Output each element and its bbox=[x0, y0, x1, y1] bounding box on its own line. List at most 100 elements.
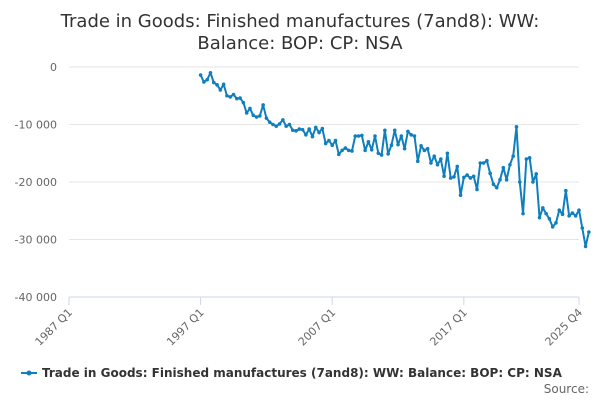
data-point bbox=[432, 154, 437, 158]
data-point bbox=[248, 106, 252, 111]
data-point bbox=[215, 83, 219, 87]
data-point bbox=[386, 152, 390, 156]
data-point bbox=[294, 129, 298, 133]
data-point bbox=[485, 158, 489, 163]
legend[interactable]: Trade in Goods: Finished manufactures (7… bbox=[21, 366, 563, 380]
data-point bbox=[261, 103, 265, 107]
data-point bbox=[376, 151, 381, 156]
data-point bbox=[402, 146, 407, 151]
data-point bbox=[406, 129, 410, 134]
source-label: Source: bbox=[544, 382, 589, 396]
data-point bbox=[570, 211, 575, 215]
data-point bbox=[258, 114, 262, 118]
data-point bbox=[435, 162, 440, 167]
data-point bbox=[274, 124, 279, 129]
data-point bbox=[330, 143, 335, 147]
data-point bbox=[254, 115, 259, 119]
data-point bbox=[541, 206, 545, 210]
data-point bbox=[350, 149, 354, 153]
data-point bbox=[514, 125, 519, 129]
data-point bbox=[560, 212, 565, 216]
data-point bbox=[537, 215, 542, 220]
legend-dot-marker bbox=[26, 370, 32, 376]
data-point bbox=[353, 134, 358, 138]
data-point bbox=[271, 122, 275, 127]
data-point bbox=[527, 156, 532, 160]
data-point bbox=[557, 208, 562, 212]
data-point bbox=[244, 111, 249, 115]
data-point bbox=[360, 133, 364, 138]
data-point bbox=[511, 154, 515, 158]
data-point bbox=[494, 185, 499, 190]
y-axis-labels: 0 -10 000 -20 000 -30 000 -40 000 bbox=[15, 61, 57, 304]
data-point bbox=[277, 122, 282, 126]
data-point bbox=[547, 217, 552, 221]
data-point bbox=[465, 173, 469, 177]
data-point bbox=[323, 141, 328, 146]
data-point bbox=[445, 151, 450, 156]
data-point bbox=[231, 92, 236, 97]
data-point bbox=[373, 134, 377, 138]
data-point bbox=[448, 176, 453, 180]
data-point bbox=[383, 128, 387, 133]
data-point bbox=[198, 73, 203, 77]
data-point bbox=[564, 188, 568, 193]
chart-title-line-1: Trade in Goods: Finished manufactures (7… bbox=[60, 11, 540, 32]
data-point bbox=[498, 177, 502, 182]
data-point bbox=[573, 214, 578, 218]
data-point bbox=[488, 171, 492, 176]
data-point bbox=[366, 139, 371, 144]
data-point bbox=[491, 182, 496, 187]
data-point bbox=[508, 162, 512, 167]
chart-title-line-2: Balance: BOP: CP: NSA bbox=[197, 33, 403, 54]
data-point bbox=[544, 211, 548, 216]
data-point bbox=[320, 126, 325, 131]
data-point bbox=[287, 122, 292, 127]
y-tick-label: -10 000 bbox=[15, 119, 57, 132]
data-point bbox=[462, 175, 466, 180]
data-point bbox=[251, 113, 256, 118]
data-point bbox=[327, 138, 331, 143]
data-point bbox=[317, 130, 321, 135]
data-point bbox=[481, 161, 486, 165]
data-point bbox=[577, 208, 581, 212]
data-point bbox=[208, 70, 213, 75]
data-point bbox=[356, 134, 361, 138]
x-axis-labels: 1987 Q1 1997 Q1 2007 Q1 2017 Q1 2025 Q4 bbox=[33, 306, 586, 349]
data-point bbox=[392, 128, 397, 133]
data-point bbox=[475, 187, 479, 192]
data-point bbox=[419, 143, 423, 148]
data-point bbox=[524, 157, 529, 161]
data-point bbox=[346, 148, 351, 153]
data-point bbox=[501, 165, 506, 170]
x-tick-label: 2007 Q1 bbox=[296, 306, 339, 349]
data-point bbox=[478, 161, 483, 165]
data-point bbox=[333, 138, 338, 143]
data-point bbox=[396, 142, 400, 147]
y-tick-label: -30 000 bbox=[15, 234, 57, 247]
y-tick-label: -40 000 bbox=[15, 291, 57, 304]
data-point bbox=[343, 146, 348, 150]
data-point bbox=[504, 177, 509, 182]
data-point bbox=[281, 118, 285, 122]
x-tick-label: 1997 Q1 bbox=[164, 306, 207, 349]
data-point bbox=[458, 193, 463, 198]
series-group bbox=[198, 70, 591, 249]
x-tick-label: 2017 Q1 bbox=[427, 306, 470, 349]
data-point bbox=[439, 157, 443, 161]
x-tick-label: 2025 Q4 bbox=[543, 306, 586, 349]
data-point bbox=[221, 82, 226, 87]
data-point bbox=[379, 153, 384, 157]
data-point bbox=[452, 175, 456, 179]
data-point bbox=[389, 143, 394, 147]
legend-label: Trade in Goods: Finished manufactures (7… bbox=[42, 366, 563, 380]
data-point bbox=[580, 226, 585, 230]
data-point bbox=[211, 80, 216, 85]
data-point bbox=[304, 133, 308, 137]
data-point bbox=[399, 134, 404, 138]
data-point bbox=[369, 148, 374, 152]
data-point bbox=[225, 93, 229, 98]
data-point bbox=[202, 80, 206, 84]
data-point bbox=[583, 244, 588, 249]
